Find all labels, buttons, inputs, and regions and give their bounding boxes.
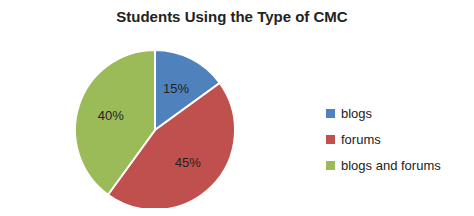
html-text:blogs and forums: blogs and forums: [341, 157, 441, 173]
svg-text:15%: 15%: [163, 81, 189, 96]
html-text:blogs: blogs: [341, 105, 373, 121]
svg-text:45%: 45%: [175, 155, 201, 170]
html-text:forums: forums: [341, 131, 381, 147]
svg-text:40%: 40%: [98, 108, 124, 123]
html-text:Students Using the Type of CMC: Students Using the Type of CMC: [116, 8, 348, 25]
